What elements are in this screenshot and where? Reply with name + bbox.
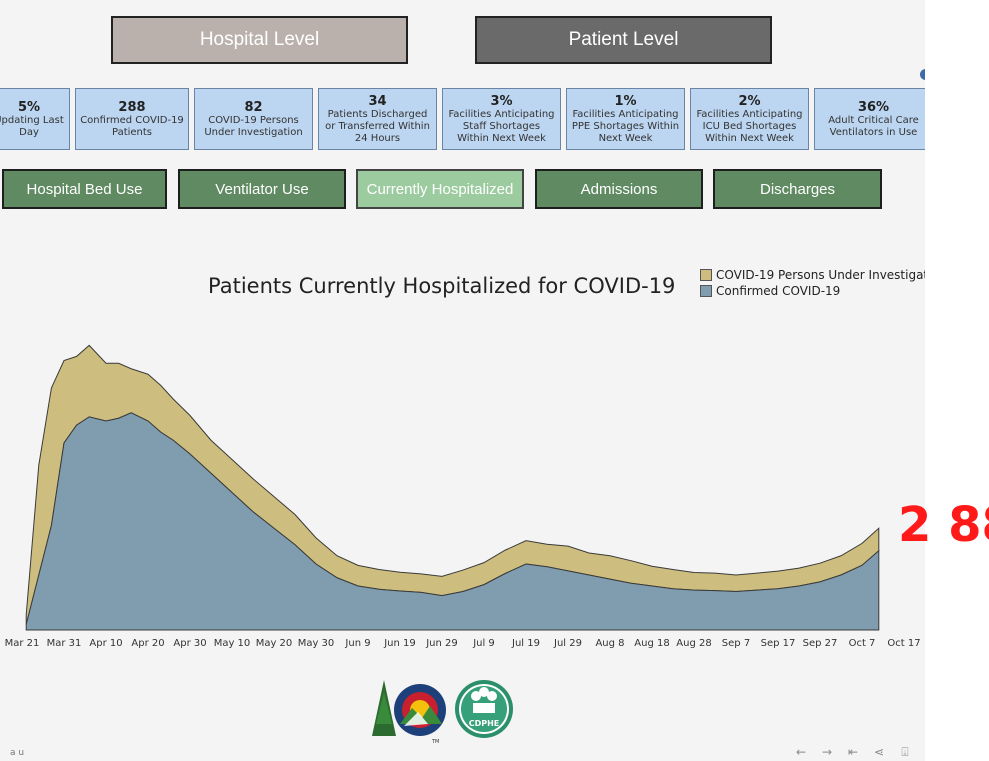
x-tick-label: Jul 9 [472,638,495,649]
x-tick-label: Sep 17 [761,638,796,649]
stat-card-updating: 5% Updating Last Day [0,88,70,150]
x-tick-label: May 20 [256,638,293,649]
x-tick-label: Jun 29 [425,638,458,649]
stat-value: 34 [368,93,387,109]
legend-item-pui[interactable]: COVID-19 Persons Under Investigation [700,267,925,283]
skip-to-start-icon[interactable]: ⇤ [847,745,859,759]
handwritten-overlay-number: 2 88 [898,497,989,553]
chart-legend: COVID-19 Persons Under Investigation Con… [700,267,925,299]
x-tick-label: Mar 31 [47,638,82,649]
stat-value: 2% [738,93,761,109]
share-icon[interactable]: ⋖ [873,745,885,759]
stat-card-ppe-shortage: 1% Facilities Anticipating PPE Shortages… [566,88,685,150]
download-icon[interactable]: ⍗ [901,745,909,759]
x-tick-label: Apr 30 [173,638,206,649]
stat-card-pui: 82 COVID-19 Persons Under Investigation [194,88,313,150]
x-tick-label: Aug 28 [676,638,711,649]
x-tick-label: Sep 27 [803,638,838,649]
legend-swatch-confirmed [700,285,712,297]
stat-card-confirmed: 288 Confirmed COVID-19 Patients [75,88,189,150]
chart-title: Patients Currently Hospitalized for COVI… [208,274,676,298]
stat-value: 82 [244,99,263,115]
stat-card-discharged: 34 Patients Discharged or Transferred Wi… [318,88,437,150]
stat-card-icu-shortage: 2% Facilities Anticipating ICU Bed Short… [690,88,809,150]
scroll-indicator-dot[interactable] [920,69,925,80]
x-tick-label: Jul 29 [553,638,582,649]
x-tick-label: Apr 20 [131,638,164,649]
stat-value: 36% [857,99,890,115]
x-tick-label: Mar 21 [5,638,40,649]
hospitalization-area-chart: Mar 21 Mar 31 Apr 10 Apr 20 Apr 30 May 10 May … [5,344,921,649]
stat-value: 1% [614,93,637,109]
x-tick-label: Jun 19 [383,638,416,649]
series-area-confirmed[interactable] [25,412,880,631]
legend-item-confirmed[interactable]: Confirmed COVID-19 [700,283,925,299]
tab-ventilator-use[interactable]: Ventilator Use [178,169,346,209]
tab-currently-hospitalized[interactable]: Currently Hospitalized [356,169,524,209]
x-tick-label: Jun 9 [344,638,370,649]
x-tick-label: May 30 [298,638,335,649]
stat-label: Facilities Anticipating Staff Shortages … [448,108,555,144]
stat-value: 5% [17,99,41,115]
stat-label: Facilities Anticipating PPE Shortages Wi… [571,108,680,144]
logo-trademark: TM [431,739,439,745]
stat-card-ventilators: 36% Adult Critical Care Ventilators in U… [814,88,925,150]
chart-areas [25,344,880,631]
tab-discharges[interactable]: Discharges [713,169,882,209]
footer-left-text: a u [10,748,25,758]
x-tick-label: Apr 10 [89,638,122,649]
tab-hospital-bed-use[interactable]: Hospital Bed Use [2,169,167,209]
x-tick-label: Jul 19 [511,638,540,649]
stat-label: Facilities Anticipating ICU Bed Shortage… [696,108,803,144]
x-tick-label: Aug 8 [595,638,624,649]
stat-value: 3% [490,93,513,109]
logo-text: CDPHE [469,719,500,728]
dashboard-canvas: Hospital Level Patient Level 5% Updating… [0,0,925,761]
fullscreen-icon[interactable]: ⤢ [918,745,925,760]
footer-toolbar: ← → ⇤ ⋖ ⍗ ⤢ [788,745,925,760]
x-tick-label: Oct 7 [849,638,876,649]
stat-card-staff-shortage: 3% Facilities Anticipating Staff Shortag… [442,88,561,150]
legend-label-pui: COVID-19 Persons Under Investigation [716,268,925,282]
legend-swatch-pui [700,269,712,281]
stat-label: Confirmed COVID-19 Patients [80,114,184,138]
arrow-left-icon[interactable]: ← [795,745,807,759]
stat-label: Patients Discharged or Transferred Withi… [325,108,430,144]
stat-value: 288 [118,99,146,115]
stat-label: Adult Critical Care Ventilators in Use [828,114,919,138]
x-axis-ticks: Mar 21 Mar 31 Apr 10 Apr 20 Apr 30 May 10 May … [5,638,921,649]
x-tick-label: Oct 17 [887,638,920,649]
arrow-right-icon[interactable]: → [821,745,833,759]
hospital-level-button[interactable]: Hospital Level [111,16,408,64]
legend-label-confirmed: Confirmed COVID-19 [716,284,841,298]
stat-label: Updating Last Day [0,114,64,138]
x-tick-label: Sep 7 [722,638,750,649]
tab-admissions[interactable]: Admissions [535,169,703,209]
patient-level-button[interactable]: Patient Level [475,16,772,64]
x-tick-label: Aug 18 [634,638,669,649]
x-tick-label: May 10 [214,638,251,649]
stat-label: COVID-19 Persons Under Investigation [204,114,303,138]
cdphe-logo: TM CDPHE [372,680,513,745]
